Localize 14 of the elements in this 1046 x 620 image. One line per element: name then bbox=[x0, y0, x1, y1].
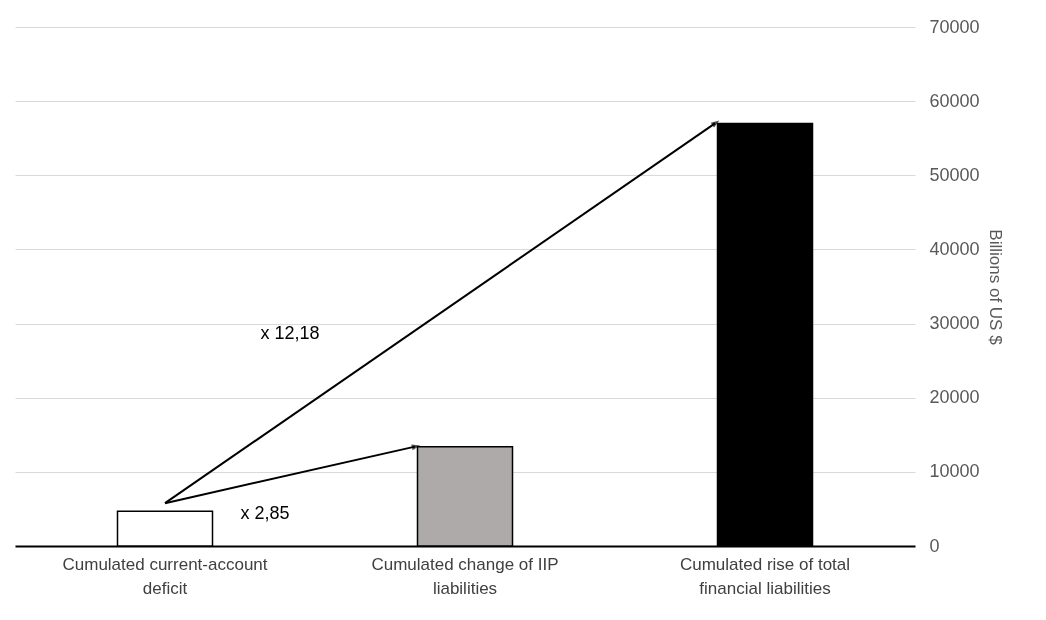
y-tick-label: 20000 bbox=[929, 387, 980, 408]
x-tick-label: Cumulated change of IIP liabilities bbox=[371, 554, 559, 598]
y-axis-title: Billions of US $ bbox=[985, 229, 1005, 346]
y-tick-label: 40000 bbox=[929, 238, 980, 259]
y-tick-label: 0 bbox=[929, 535, 940, 556]
y-tick-label: 50000 bbox=[929, 164, 980, 185]
annotation: x 12,18 bbox=[260, 323, 320, 344]
annotation: x 2,85 bbox=[240, 503, 290, 524]
y-tick-label: 60000 bbox=[929, 90, 980, 111]
y-tick-label: 70000 bbox=[929, 16, 980, 37]
x-tick-label: Cumulated rise of total financial liabilities bbox=[679, 554, 851, 598]
x-tick-label: Cumulated current-account deficit bbox=[62, 554, 268, 598]
y-tick-label: 10000 bbox=[929, 461, 980, 482]
y-tick-label: 30000 bbox=[929, 313, 980, 334]
